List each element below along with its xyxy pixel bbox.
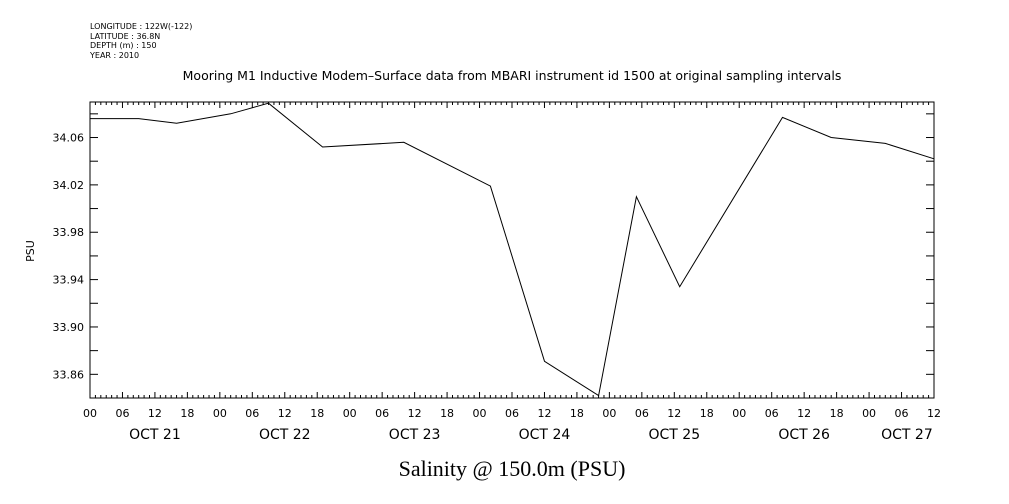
x-hour-tick-label: 06 bbox=[375, 407, 389, 420]
x-day-label: OCT 26 bbox=[778, 427, 830, 443]
x-hour-tick-label: 06 bbox=[505, 407, 519, 420]
x-hour-tick-label: 12 bbox=[667, 407, 681, 420]
longitude-label: LONGITUDE : 122W(-122) bbox=[90, 22, 193, 31]
x-hour-tick-label: 00 bbox=[213, 407, 227, 420]
axis-tick-labels: 00 06 12 18 00 06 12 18 00 06 12 18 00 06 12 18 00 06 12 18… bbox=[53, 132, 942, 443]
x-hour-tick-label: 06 bbox=[765, 407, 779, 420]
x-hour-tick-label: 12 bbox=[797, 407, 811, 420]
depth-label: DEPTH (m) : 150 bbox=[90, 41, 157, 50]
y-tick-label: 34.02 bbox=[53, 179, 85, 192]
salinity-line bbox=[90, 102, 935, 397]
plot-frame bbox=[89, 101, 935, 399]
x-hour-tick-label: 18 bbox=[570, 407, 584, 420]
x-day-label: OCT 21 bbox=[129, 427, 181, 443]
x-day-label: OCT 22 bbox=[259, 427, 311, 443]
x-hour-tick-label: 18 bbox=[700, 407, 714, 420]
x-hour-tick-label: 06 bbox=[635, 407, 649, 420]
x-hour-tick-label: 00 bbox=[83, 407, 97, 420]
x-hour-tick-label: 12 bbox=[927, 407, 941, 420]
y-axis-label: PSU bbox=[24, 240, 37, 262]
x-hour-tick-label: 00 bbox=[602, 407, 616, 420]
x-hour-tick-label: 18 bbox=[310, 407, 324, 420]
x-hour-tick-label: 12 bbox=[408, 407, 422, 420]
x-day-label: OCT 23 bbox=[389, 427, 441, 443]
x-hour-tick-label: 12 bbox=[148, 407, 162, 420]
chart-title: Mooring M1 Inductive Modem–Surface data … bbox=[183, 68, 842, 83]
x-hour-tick-label: 00 bbox=[473, 407, 487, 420]
x-axis-label: Salinity @ 150.0m (PSU) bbox=[399, 456, 626, 481]
y-tick-label: 33.90 bbox=[53, 321, 85, 334]
x-hour-tick-label: 18 bbox=[180, 407, 194, 420]
x-hour-tick-label: 00 bbox=[343, 407, 357, 420]
x-hour-tick-label: 00 bbox=[862, 407, 876, 420]
y-tick-label: 34.06 bbox=[53, 132, 85, 145]
y-tick-label: 33.98 bbox=[53, 226, 85, 239]
axis-ticks bbox=[89, 102, 935, 399]
year-label: YEAR : 2010 bbox=[90, 50, 140, 60]
x-hour-tick-label: 06 bbox=[115, 407, 129, 420]
y-tick-label: 33.86 bbox=[53, 368, 85, 381]
x-day-label: OCT 27 bbox=[881, 427, 933, 443]
x-hour-tick-label: 06 bbox=[895, 407, 909, 420]
x-hour-tick-label: 00 bbox=[732, 407, 746, 420]
x-hour-tick-label: 18 bbox=[440, 407, 454, 420]
x-hour-tick-label: 18 bbox=[830, 407, 844, 420]
x-day-label: OCT 24 bbox=[519, 427, 571, 443]
x-hour-tick-label: 06 bbox=[245, 407, 259, 420]
x-hour-tick-label: 12 bbox=[537, 407, 551, 420]
x-hour-tick-label: 12 bbox=[278, 407, 292, 420]
latitude-label: LATITUDE : 36.8N bbox=[90, 31, 161, 41]
x-day-label: OCT 25 bbox=[648, 427, 700, 443]
y-tick-label: 33.94 bbox=[53, 274, 85, 287]
metadata-block: LONGITUDE : 122W(-122) LATITUDE : 36.8N … bbox=[90, 22, 192, 60]
